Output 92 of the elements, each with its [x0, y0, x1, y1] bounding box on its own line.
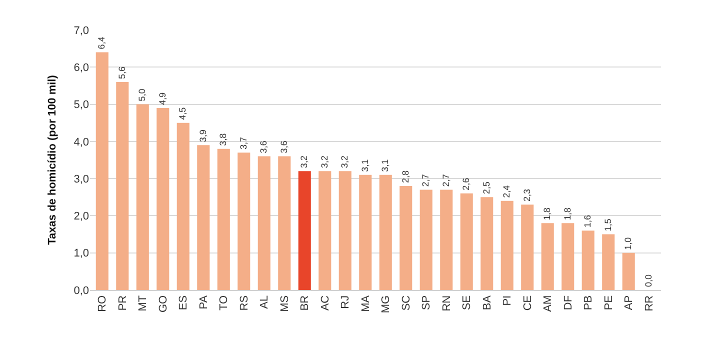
x-tick-label: RO: [96, 294, 109, 312]
bar: [298, 171, 311, 290]
x-tick-label: RS: [238, 295, 250, 311]
x-tick-label: SP: [420, 295, 433, 310]
y-tick-label: 3,0: [74, 173, 89, 186]
data-label: 1,0: [623, 237, 634, 250]
x-tick-label: PA: [198, 294, 210, 310]
bar: [562, 223, 574, 290]
x-tick-label: BA: [481, 294, 494, 310]
data-label: 2,6: [461, 178, 472, 190]
data-label: 2,7: [440, 174, 451, 187]
bar: [338, 171, 352, 290]
data-label: 3,9: [198, 130, 208, 142]
bar: [379, 174, 392, 290]
data-label: 3,2: [299, 156, 310, 168]
bar: [420, 190, 432, 290]
bar: [359, 174, 372, 290]
data-label: 3,2: [319, 156, 330, 168]
y-tick-label: 7,0: [74, 24, 89, 37]
y-tick-label: 5,0: [74, 99, 89, 112]
x-tick-label: PE: [602, 295, 615, 310]
bar: [258, 156, 270, 290]
bar: [400, 186, 412, 290]
bar: [480, 197, 494, 290]
data-label: 3,1: [360, 159, 370, 172]
bar: [541, 223, 554, 290]
x-tick-label: SE: [461, 295, 474, 310]
bar: [116, 82, 129, 290]
data-label: 5,0: [137, 88, 148, 102]
data-label: 2,8: [400, 170, 410, 183]
bar: [176, 122, 190, 290]
x-tick-label: PR: [116, 295, 129, 311]
x-tick-label: RN: [440, 295, 453, 312]
y-tick-label: 6,0: [74, 62, 89, 74]
x-tick-label: RR: [643, 295, 656, 312]
bar: [521, 204, 534, 290]
bar: [440, 190, 453, 290]
x-tick-label: PB: [582, 295, 595, 310]
data-label: 1,8: [562, 208, 572, 220]
x-tick-label: MS: [278, 295, 291, 312]
y-tick-label: 1,0: [74, 248, 89, 260]
y-tick-label: 0,0: [74, 284, 89, 297]
data-label: 5,6: [116, 66, 127, 79]
x-tick-label: ES: [178, 295, 190, 310]
x-tick-label: CE: [522, 295, 534, 311]
data-label: 4,5: [178, 107, 188, 120]
bar: [500, 200, 514, 290]
data-label: 4,9: [157, 92, 168, 105]
x-tick-label: BR: [299, 295, 312, 311]
x-tick-label: AL: [258, 295, 271, 309]
bar: [238, 152, 250, 290]
bar: [318, 171, 332, 290]
data-label: 0,0: [643, 274, 654, 287]
y-tick-label: 4,0: [74, 136, 89, 148]
x-tick-label: DF: [562, 295, 574, 310]
data-label: 1,8: [542, 208, 552, 220]
data-label: 3,1: [380, 159, 390, 172]
x-tick-label: GO: [157, 294, 170, 313]
data-label: 3,8: [218, 133, 228, 146]
bar: [156, 108, 170, 290]
bar: [197, 145, 210, 290]
data-label: 2,5: [481, 182, 492, 194]
x-tick-label: AC: [319, 295, 332, 311]
x-tick-label: RJ: [340, 295, 352, 309]
x-tick-label: AP: [623, 295, 636, 310]
x-tick-label: PI: [502, 295, 514, 306]
x-tick-label: AM: [542, 295, 554, 312]
bar: [582, 230, 594, 290]
data-label: 2,3: [522, 189, 532, 202]
bar: [96, 52, 108, 290]
data-label: 3,2: [340, 156, 350, 168]
bar: [460, 193, 473, 290]
data-label: 3,6: [278, 140, 289, 154]
data-label: 2,4: [502, 185, 512, 198]
bar: [602, 234, 615, 290]
data-label: 6,4: [96, 36, 107, 50]
bar: [136, 104, 149, 290]
data-label: 2,7: [420, 174, 431, 187]
data-label: 1,5: [602, 218, 613, 232]
x-tick-label: SC: [400, 295, 412, 311]
data-label: 3,7: [238, 137, 248, 150]
data-label: 1,6: [582, 215, 593, 228]
y-axis-title: Taxas de homicídio (por 100 mil): [46, 74, 58, 245]
bar: [278, 156, 291, 290]
bar: [217, 148, 230, 290]
x-tick-label: TO: [218, 294, 230, 310]
bar: [622, 252, 635, 290]
data-label: 3,6: [258, 140, 269, 154]
y-tick-label: 2,0: [74, 210, 89, 223]
x-tick-label: MT: [137, 295, 150, 312]
x-tick-label: MG: [380, 295, 392, 314]
x-tick-label: MA: [360, 294, 372, 312]
